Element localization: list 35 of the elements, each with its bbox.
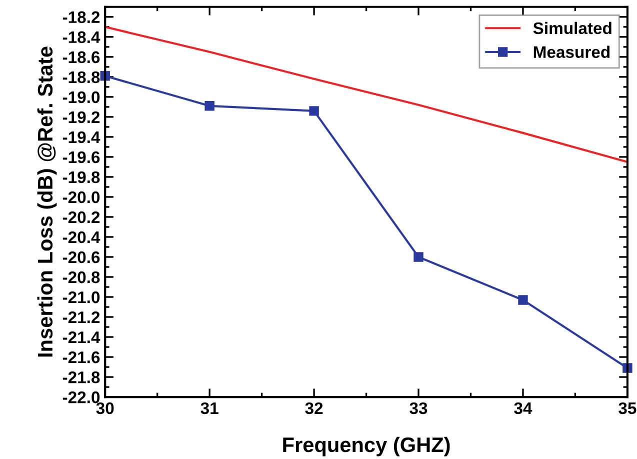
y-tick-label: -21.6 (62, 351, 100, 364)
point (414, 252, 424, 262)
x-tick-label: 32 (305, 402, 323, 414)
y-tick-label: -21.8 (62, 371, 100, 384)
point (204, 101, 214, 111)
y-tick-label: -19.2 (62, 111, 100, 124)
y-tick-label: -18.8 (62, 71, 100, 84)
y-tick-label: -20.4 (62, 231, 100, 244)
y-tick-label: -19.0 (62, 91, 100, 104)
y-tick-label: -18.6 (62, 51, 100, 64)
y-tick-label: -19.8 (62, 171, 100, 184)
y-tick-label: -19.6 (62, 151, 100, 164)
x-tick-label: 31 (200, 402, 218, 414)
y-tick-label: -20.6 (62, 251, 100, 264)
y-tick-label: -20.2 (62, 211, 100, 224)
x-tick-label: 30 (96, 402, 114, 414)
y-tick-label: -21.0 (62, 291, 100, 304)
point (309, 106, 319, 116)
y-tick-label: -19.4 (62, 131, 100, 144)
y-tick-label: -18.4 (62, 31, 100, 44)
x-tick-label: 34 (514, 402, 532, 414)
x-tick-label: 35 (618, 402, 636, 414)
legend-label: Measured (534, 46, 610, 58)
point (518, 295, 528, 305)
y-tick-label: -22.0 (62, 391, 100, 404)
y-tick-label: -18.2 (62, 11, 100, 24)
y-axis-title: Insertion Loss (dB) @Ref. State (37, 46, 57, 357)
y-tick-label: -20.8 (62, 271, 100, 284)
legend-label: Simulated (533, 22, 612, 34)
x-axis-title: Frequency (GHZ) (283, 436, 450, 456)
x-tick-label: 33 (410, 402, 428, 414)
point (622, 363, 632, 373)
y-tick-label: -21.2 (62, 311, 100, 324)
y-tick-label: -21.4 (62, 331, 100, 344)
y-tick-label: -20.0 (62, 191, 100, 204)
